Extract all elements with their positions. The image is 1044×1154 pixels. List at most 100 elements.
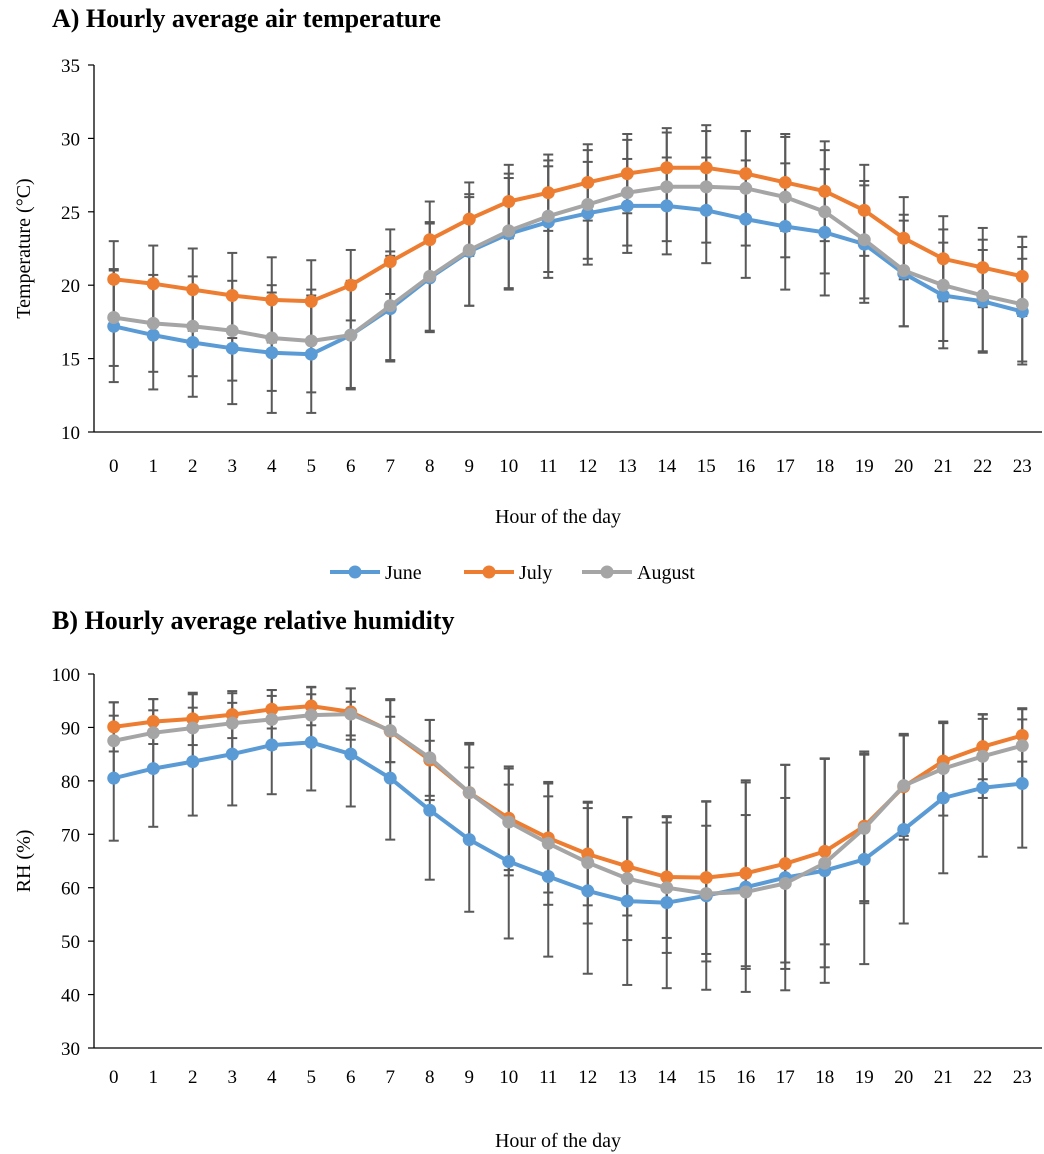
series-line-august	[113, 184, 1023, 343]
series-june	[108, 693, 1028, 993]
data-point-july	[304, 294, 318, 308]
data-point-july	[146, 715, 160, 729]
data-point-july	[344, 278, 358, 292]
x-tick-label: 6	[346, 456, 356, 477]
data-point-august	[502, 815, 516, 829]
data-point-august	[541, 836, 555, 850]
series-july	[108, 124, 1028, 344]
x-tick-label: 7	[386, 456, 396, 477]
x-tick-label: 8	[425, 456, 435, 477]
y-tick-label: 40	[61, 986, 80, 1007]
data-point-june	[620, 894, 634, 908]
data-point-june	[502, 855, 516, 869]
data-point-june	[344, 747, 358, 761]
x-tick-label: 13	[618, 1067, 637, 1088]
x-tick-label: 4	[267, 1067, 277, 1088]
data-point-august	[976, 749, 990, 763]
x-tick-label: 12	[578, 456, 597, 477]
data-point-august	[660, 881, 674, 895]
data-point-august	[818, 205, 832, 219]
data-point-july	[818, 184, 832, 198]
x-tick-label: 3	[228, 456, 238, 477]
data-point-august	[818, 856, 832, 870]
data-point-august	[778, 190, 792, 204]
data-point-august	[462, 243, 476, 257]
y-axis-title: Temperature (°C)	[13, 178, 35, 318]
data-point-july	[818, 844, 832, 858]
x-tick-label: 10	[499, 456, 518, 477]
data-point-august	[1015, 297, 1029, 311]
data-point-june	[146, 762, 160, 776]
data-point-july	[1015, 269, 1029, 283]
data-point-july	[699, 871, 713, 885]
x-tick-label: 22	[973, 456, 992, 477]
y-tick-label: 35	[61, 56, 80, 77]
data-point-june	[383, 771, 397, 785]
data-point-june	[936, 288, 950, 302]
y-tick-label: 90	[61, 718, 80, 739]
x-tick-label: 21	[934, 456, 953, 477]
x-tick-label: 17	[776, 456, 795, 477]
data-point-july	[976, 740, 990, 754]
data-point-july	[778, 175, 792, 189]
data-point-august	[107, 310, 121, 324]
data-point-august	[620, 186, 634, 200]
data-point-june	[976, 781, 990, 795]
series-line-june	[113, 203, 1023, 357]
x-tick-label: 16	[736, 456, 755, 477]
data-point-june	[423, 803, 437, 817]
data-point-august	[699, 180, 713, 194]
legend-label-june: June	[385, 562, 422, 584]
data-point-july	[423, 233, 437, 247]
data-point-august	[423, 269, 437, 283]
legend-marker-august	[600, 565, 614, 579]
y-tick-label: 30	[61, 1039, 80, 1060]
data-point-august	[541, 209, 555, 223]
legend-marker-july	[482, 565, 496, 579]
x-tick-label: 16	[736, 1067, 755, 1088]
data-point-july	[581, 175, 595, 189]
x-tick-label: 19	[855, 456, 874, 477]
data-point-july	[265, 293, 279, 307]
data-point-july	[225, 288, 239, 302]
x-tick-label: 3	[228, 1067, 238, 1088]
data-point-july	[739, 167, 753, 181]
data-point-august	[660, 180, 674, 194]
data-point-june	[581, 884, 595, 898]
data-point-june	[739, 212, 753, 226]
data-point-august	[423, 751, 437, 765]
data-point-june	[660, 896, 674, 910]
data-point-august	[936, 278, 950, 292]
x-tick-label: 5	[307, 456, 317, 477]
series-line-july	[113, 165, 1023, 304]
data-point-august	[462, 786, 476, 800]
x-tick-label: 4	[267, 456, 277, 477]
chart-b-title: B) Hourly average relative humidity	[52, 606, 455, 635]
x-tick-label: 20	[894, 1067, 913, 1088]
x-tick-label: 0	[109, 456, 119, 477]
data-point-june	[936, 791, 950, 805]
series-line-june	[113, 740, 1023, 905]
data-point-june	[304, 347, 318, 361]
x-tick-label: 15	[697, 456, 716, 477]
data-point-june	[186, 335, 200, 349]
series-line-august	[113, 712, 1023, 896]
data-point-august	[739, 181, 753, 195]
x-tick-label: 20	[894, 456, 913, 477]
x-tick-label: 14	[657, 456, 677, 477]
data-point-june	[897, 822, 911, 836]
data-point-august	[107, 734, 121, 748]
data-point-june	[265, 346, 279, 360]
data-point-july	[186, 283, 200, 297]
data-point-august	[778, 876, 792, 890]
y-tick-label: 20	[61, 276, 80, 297]
data-point-august	[186, 721, 200, 735]
data-point-june	[304, 735, 318, 749]
x-tick-label: 10	[499, 1067, 518, 1088]
data-point-august	[146, 726, 160, 740]
y-tick-label: 60	[61, 879, 80, 900]
data-point-june	[857, 852, 871, 866]
data-point-july	[620, 167, 634, 181]
y-tick-label: 50	[61, 932, 80, 953]
